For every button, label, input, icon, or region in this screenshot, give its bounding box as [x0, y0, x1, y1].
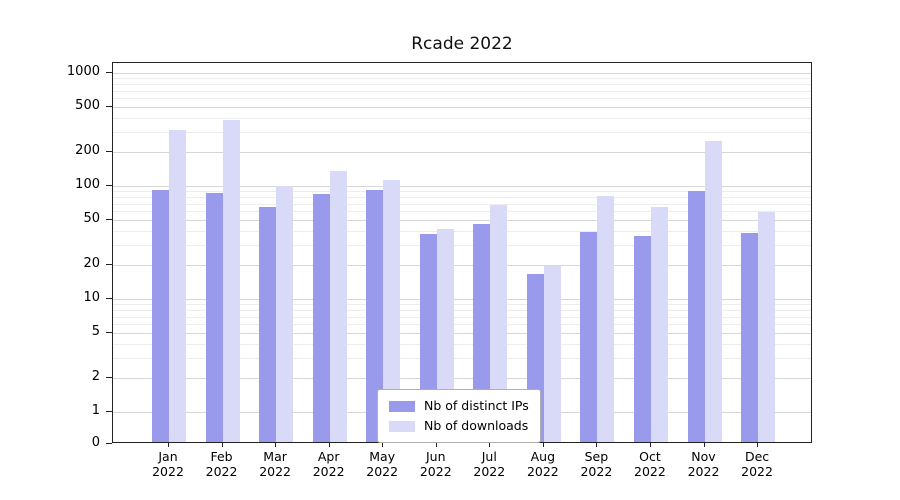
bar-distinct-ips — [205, 192, 223, 442]
major-gridline — [113, 333, 811, 335]
x-tick-label: Jun 2022 — [419, 449, 452, 479]
x-tick-mark — [649, 443, 651, 447]
legend-item-downloads: Nb of downloads — [389, 416, 529, 436]
x-tick-label: Feb 2022 — [205, 449, 238, 479]
y-tick-label: 500 — [75, 98, 100, 114]
bar-distinct-ips — [633, 235, 651, 442]
bar-downloads — [597, 196, 615, 442]
minor-gridline — [113, 343, 811, 345]
x-tick-label: Mar 2022 — [259, 449, 291, 479]
x-tick-mark — [328, 443, 330, 447]
bar-distinct-ips — [366, 190, 384, 442]
x-tick-label: Jul 2022 — [473, 449, 506, 479]
bar-downloads — [543, 265, 561, 442]
legend-label-distinct-ips: Nb of distinct IPs — [424, 398, 529, 413]
major-gridline — [113, 73, 811, 74]
major-gridline — [113, 107, 811, 109]
bar-downloads — [329, 171, 347, 442]
y-tick-label: 5 — [91, 324, 100, 340]
legend: Nb of distinct IPs Nb of downloads — [377, 389, 541, 443]
minor-gridline — [113, 117, 811, 119]
minor-gridline — [113, 78, 811, 80]
x-tick-label: Apr 2022 — [312, 449, 345, 479]
x-tick-mark — [382, 443, 384, 447]
minor-gridline — [113, 203, 811, 205]
major-gridline — [113, 264, 811, 266]
minor-gridline — [113, 98, 811, 100]
minor-gridline — [113, 132, 811, 134]
plot-area — [112, 62, 812, 443]
bar-distinct-ips — [580, 231, 598, 442]
bar-distinct-ips — [473, 224, 491, 442]
y-tick-label: 1 — [91, 403, 100, 418]
minor-gridline — [113, 309, 811, 311]
x-tick-label: Aug 2022 — [526, 449, 559, 479]
x-tick-mark — [703, 443, 705, 447]
minor-gridline — [113, 316, 811, 318]
minor-gridline — [113, 230, 811, 232]
x-tick-label: Jan 2022 — [152, 449, 184, 479]
y-tick-label: 20 — [83, 255, 100, 271]
bar-distinct-ips — [152, 190, 169, 442]
y-tick-label: 1000 — [66, 64, 100, 79]
x-tick-mark — [542, 443, 544, 447]
y-tick-label: 0 — [91, 435, 100, 450]
x-tick-mark — [275, 443, 277, 447]
x-tick-label: Oct 2022 — [634, 449, 666, 479]
legend-item-distinct-ips: Nb of distinct IPs — [389, 396, 529, 416]
y-tick-mark — [106, 443, 112, 444]
bar-downloads — [436, 228, 454, 442]
chart-title: Rcade 2022 — [411, 34, 513, 54]
bar-downloads — [383, 180, 401, 442]
bar-downloads — [169, 130, 186, 442]
major-gridline — [113, 186, 811, 187]
legend-swatch-downloads — [389, 420, 415, 432]
x-tick-mark — [221, 443, 223, 447]
major-gridline — [113, 377, 811, 379]
x-tick-label: Dec 2022 — [741, 449, 773, 479]
x-tick-label: Sep 2022 — [580, 449, 613, 479]
minor-gridline — [113, 358, 811, 360]
minor-gridline — [113, 304, 811, 306]
x-tick-mark — [757, 443, 759, 447]
y-tick-label: 2 — [91, 368, 100, 384]
bar-downloads — [490, 205, 508, 442]
major-gridline — [113, 151, 811, 153]
bar-downloads — [704, 141, 722, 442]
bar-downloads — [758, 212, 776, 442]
x-tick-mark — [168, 443, 169, 447]
minor-gridline — [113, 90, 811, 92]
major-gridline — [113, 220, 811, 222]
bar-downloads — [222, 119, 240, 442]
minor-gridline — [113, 196, 811, 198]
minor-gridline — [113, 211, 811, 213]
minor-gridline — [113, 324, 811, 326]
x-tick-mark — [489, 443, 491, 447]
bar-distinct-ips — [312, 193, 330, 442]
x-tick-mark — [596, 443, 598, 447]
y-tick-label: 10 — [83, 290, 100, 305]
bar-downloads — [276, 186, 294, 442]
legend-swatch-distinct-ips — [389, 400, 415, 412]
bar-distinct-ips — [687, 191, 705, 442]
minor-gridline — [113, 191, 811, 193]
y-tick-label: 50 — [83, 211, 100, 227]
bar-distinct-ips — [259, 206, 277, 442]
bar-distinct-ips — [741, 232, 759, 442]
y-tick-label: 200 — [75, 142, 100, 158]
legend-label-downloads: Nb of downloads — [424, 418, 529, 433]
minor-gridline — [113, 83, 811, 85]
minor-gridline — [113, 245, 811, 247]
x-tick-label: May 2022 — [366, 449, 399, 479]
x-tick-mark — [435, 443, 437, 447]
major-gridline — [113, 299, 811, 300]
y-tick-label: 100 — [75, 177, 100, 192]
bar-downloads — [650, 207, 668, 442]
x-tick-label: Nov 2022 — [687, 449, 720, 479]
